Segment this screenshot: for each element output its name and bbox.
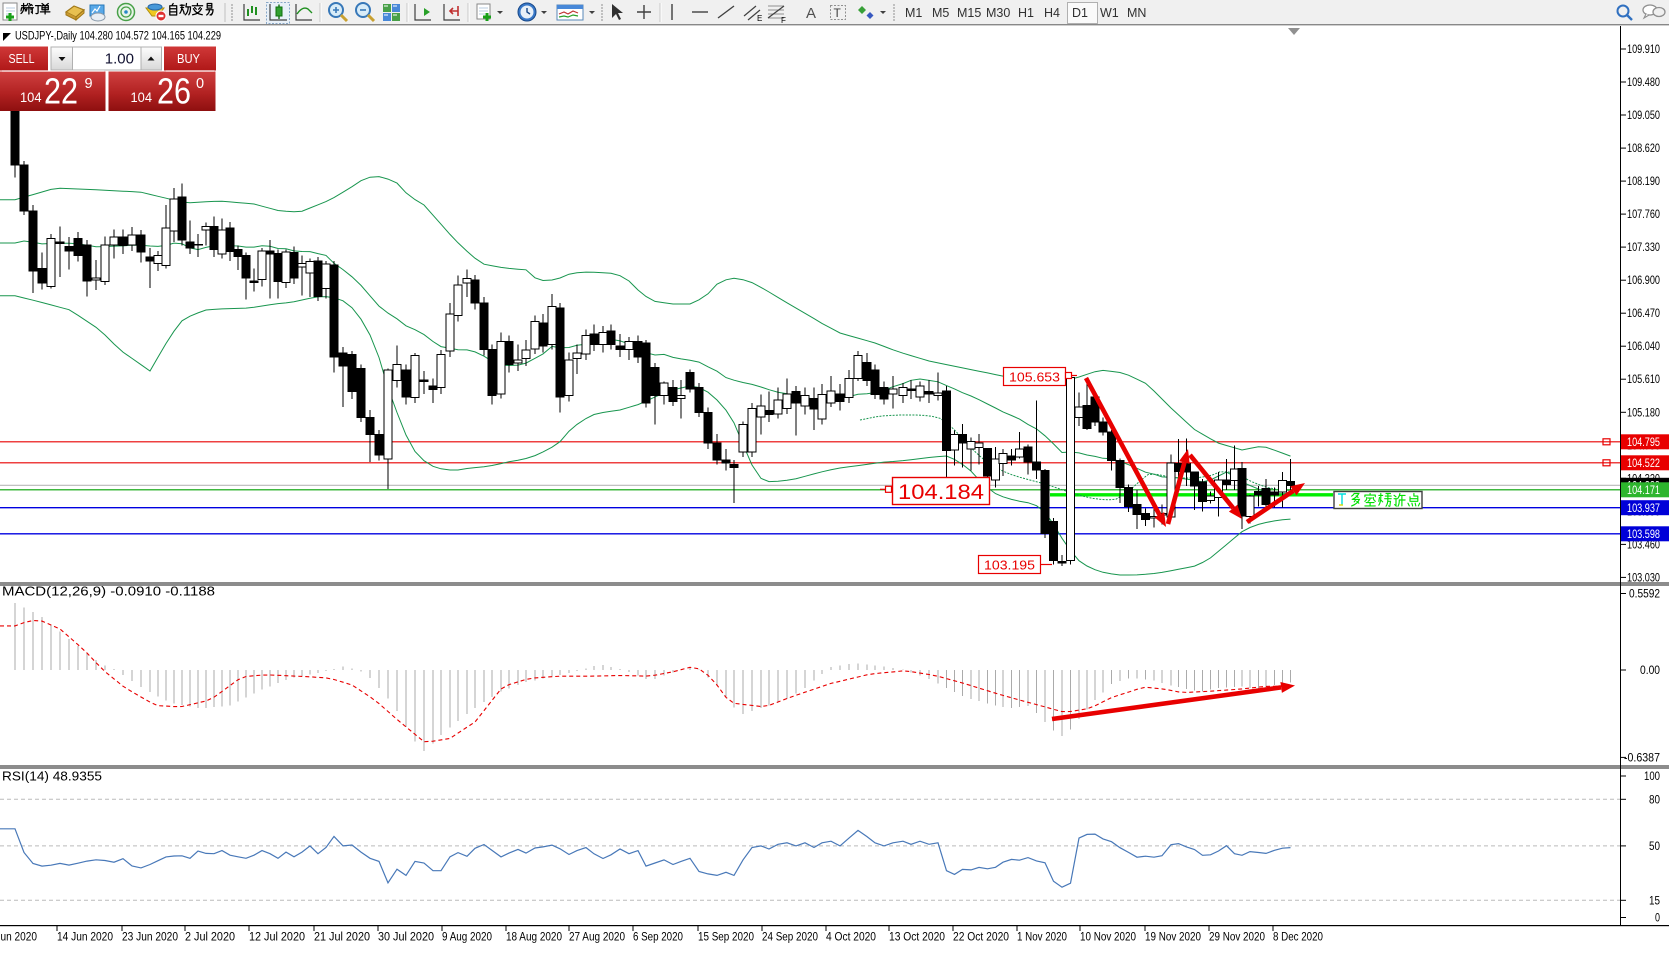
svg-text:27 Aug 2020: 27 Aug 2020	[569, 932, 625, 944]
svg-text:SELL: SELL	[9, 51, 35, 66]
svg-text:15 Sep 2020: 15 Sep 2020	[698, 932, 754, 944]
svg-text:13 Oct 2020: 13 Oct 2020	[889, 932, 945, 944]
svg-text:106.900: 106.900	[1627, 275, 1660, 287]
svg-text:103.937: 103.937	[1627, 503, 1660, 515]
svg-text:104.522: 104.522	[1627, 458, 1660, 470]
svg-text:104: 104	[20, 90, 42, 105]
svg-text:29 Nov 2020: 29 Nov 2020	[1209, 932, 1265, 944]
svg-text:107.760: 107.760	[1627, 209, 1660, 221]
svg-text:103.460: 103.460	[1627, 539, 1660, 551]
svg-text:4 Oct 2020: 4 Oct 2020	[826, 932, 876, 944]
svg-text:104.171: 104.171	[1627, 485, 1660, 497]
svg-text:21 Jul 2020: 21 Jul 2020	[314, 932, 370, 944]
svg-text:104.184: 104.184	[898, 480, 984, 504]
svg-text:M30: M30	[986, 6, 1010, 20]
svg-text:10 Nov 2020: 10 Nov 2020	[1080, 932, 1136, 944]
svg-text:109.480: 109.480	[1627, 77, 1660, 89]
svg-text:103.598: 103.598	[1627, 529, 1660, 541]
svg-text:50: 50	[1649, 841, 1660, 853]
svg-text:RSI(14) 48.9355: RSI(14) 48.9355	[2, 770, 102, 784]
svg-text:A: A	[806, 5, 816, 22]
svg-text:F: F	[781, 16, 786, 25]
svg-text:MN: MN	[1127, 6, 1146, 20]
svg-text:8 Dec 2020: 8 Dec 2020	[1273, 932, 1323, 944]
svg-text:M1: M1	[905, 6, 922, 20]
svg-text:109.910: 109.910	[1627, 44, 1660, 56]
svg-text:9: 9	[85, 76, 93, 92]
svg-text:T: T	[834, 6, 842, 20]
svg-text:80: 80	[1649, 794, 1660, 806]
svg-text:14 Jun 2020: 14 Jun 2020	[57, 932, 113, 944]
svg-text:H4: H4	[1044, 6, 1060, 20]
svg-text:15: 15	[1649, 895, 1660, 907]
svg-text:22: 22	[44, 71, 78, 112]
svg-text:4 Jun 2020: 4 Jun 2020	[0, 932, 37, 944]
svg-text:22 Oct 2020: 22 Oct 2020	[953, 932, 1009, 944]
svg-text:105.180: 105.180	[1627, 407, 1660, 419]
svg-text:104: 104	[131, 90, 153, 105]
svg-text:M5: M5	[932, 6, 949, 20]
svg-text:105.610: 105.610	[1627, 374, 1660, 386]
svg-text:23 Jun 2020: 23 Jun 2020	[122, 932, 178, 944]
svg-text:M15: M15	[957, 6, 981, 20]
svg-text:12 Jul 2020: 12 Jul 2020	[249, 932, 305, 944]
svg-text:103.195: 103.195	[984, 558, 1035, 573]
svg-text:107.330: 107.330	[1627, 242, 1660, 254]
svg-text:USDJPY-,Daily 104.280 104.572: USDJPY-,Daily 104.280 104.572 104.165 10…	[15, 29, 221, 43]
svg-text:0.00: 0.00	[1640, 665, 1660, 677]
svg-text:MACD(12,26,9) -0.0910 -0.1188: MACD(12,26,9) -0.0910 -0.1188	[2, 585, 215, 599]
svg-text:18 Aug 2020: 18 Aug 2020	[506, 932, 562, 944]
svg-text:19 Nov 2020: 19 Nov 2020	[1145, 932, 1201, 944]
svg-text:109.050: 109.050	[1627, 110, 1660, 122]
svg-text:106.470: 106.470	[1627, 308, 1660, 320]
svg-text:104.795: 104.795	[1627, 437, 1660, 449]
svg-text:30 Jul 2020: 30 Jul 2020	[378, 932, 434, 944]
svg-text:E: E	[757, 14, 762, 23]
svg-text:106.040: 106.040	[1627, 341, 1660, 353]
svg-text:108.620: 108.620	[1627, 143, 1660, 155]
svg-text:108.190: 108.190	[1627, 176, 1660, 188]
svg-text:0: 0	[196, 76, 204, 92]
svg-text:103.030: 103.030	[1627, 572, 1660, 584]
svg-text:W1: W1	[1100, 6, 1119, 20]
svg-text:6 Sep 2020: 6 Sep 2020	[633, 932, 683, 944]
svg-text:24 Sep 2020: 24 Sep 2020	[762, 932, 818, 944]
svg-text:BUY: BUY	[177, 51, 200, 66]
svg-text:2 Jul 2020: 2 Jul 2020	[185, 932, 235, 944]
svg-text:105.653: 105.653	[1009, 370, 1060, 385]
svg-text:D1: D1	[1072, 6, 1088, 20]
svg-text:H1: H1	[1018, 6, 1034, 20]
svg-text:0: 0	[1655, 913, 1660, 925]
svg-text:1.00: 1.00	[105, 51, 134, 68]
svg-text:26: 26	[157, 71, 191, 112]
svg-text:0.5592: 0.5592	[1629, 589, 1660, 601]
svg-text:9 Aug 2020: 9 Aug 2020	[442, 932, 492, 944]
svg-text:-0.6387: -0.6387	[1624, 752, 1660, 764]
svg-text:1 Nov 2020: 1 Nov 2020	[1017, 932, 1067, 944]
svg-text:100: 100	[1644, 771, 1660, 783]
